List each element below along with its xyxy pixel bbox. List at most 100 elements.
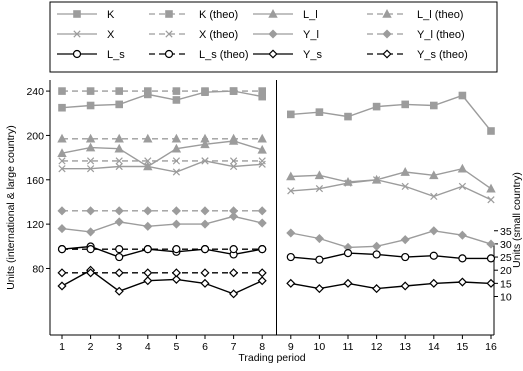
y-right-tick-label: 35 xyxy=(500,226,512,238)
series-x xyxy=(58,157,495,204)
data-point xyxy=(372,241,382,251)
series-l-l-theo xyxy=(57,133,267,143)
data-point xyxy=(458,254,467,263)
series-line xyxy=(290,167,492,190)
data-point xyxy=(114,206,124,216)
series-line xyxy=(290,281,492,290)
data-point xyxy=(458,91,467,100)
data-point xyxy=(171,206,181,216)
data-point xyxy=(144,87,152,95)
data-point xyxy=(258,87,267,95)
data-point xyxy=(228,133,239,143)
legend-marker-circle xyxy=(164,49,174,59)
y-right-tick-label: 30 xyxy=(500,239,512,251)
data-point xyxy=(143,221,153,231)
data-point xyxy=(429,226,439,236)
data-point xyxy=(58,87,66,95)
data-point xyxy=(314,170,325,180)
data-point xyxy=(200,219,210,229)
data-point xyxy=(257,268,267,278)
data-point xyxy=(314,233,324,244)
data-point xyxy=(86,87,95,95)
data-point xyxy=(86,157,95,165)
x-tick-label: 1 xyxy=(59,341,65,353)
data-point xyxy=(171,268,181,278)
data-point xyxy=(400,281,410,291)
data-point xyxy=(86,101,95,110)
y-right-axis-label: Units (small country) xyxy=(511,172,523,268)
data-point xyxy=(57,206,67,216)
data-point xyxy=(58,103,66,112)
data-point xyxy=(85,133,96,143)
data-point xyxy=(115,252,124,262)
series-y-l-theo xyxy=(57,206,267,216)
legend-item-l-l-theo: L_l (theo) xyxy=(367,9,463,21)
data-point xyxy=(115,157,123,165)
legend: K K (theo) L_l L_l (theo) X X (theo) Y_l Y_l (t… xyxy=(49,1,498,73)
data-point xyxy=(57,133,67,143)
data-point xyxy=(258,245,267,254)
series-line xyxy=(290,179,492,201)
data-point xyxy=(257,144,267,154)
data-point xyxy=(144,157,152,165)
series-k-theo xyxy=(58,87,267,95)
data-point xyxy=(229,245,238,254)
data-point xyxy=(257,276,267,286)
data-point xyxy=(286,228,296,238)
data-point xyxy=(115,100,124,109)
series-line xyxy=(290,252,491,261)
data-point xyxy=(315,108,324,116)
data-point xyxy=(114,143,124,153)
data-point xyxy=(229,162,238,171)
data-point xyxy=(343,278,353,288)
legend-marker-triangle xyxy=(268,9,278,18)
data-point xyxy=(287,187,295,195)
data-point xyxy=(486,239,496,249)
data-point xyxy=(115,245,124,254)
data-point xyxy=(457,163,468,173)
series-y-s-theo xyxy=(57,268,267,278)
legend-label: K (theo) xyxy=(199,9,238,21)
data-point xyxy=(457,230,467,240)
data-point xyxy=(172,87,181,95)
series-line xyxy=(61,90,263,109)
data-point xyxy=(429,251,438,260)
data-point xyxy=(200,206,210,216)
data-point xyxy=(200,139,210,149)
legend-marker-diamond xyxy=(268,29,278,39)
series-line xyxy=(290,94,492,132)
legend-marker-diamond xyxy=(382,29,392,39)
legend-item-y-l-theo: Y_l (theo) xyxy=(367,29,465,41)
data-point xyxy=(86,206,96,216)
series-y-l xyxy=(57,211,496,252)
data-point xyxy=(229,157,238,165)
series-line xyxy=(61,245,263,258)
y-right-tick-label: 10 xyxy=(500,292,512,304)
data-point xyxy=(86,165,95,173)
data-point xyxy=(400,167,410,176)
data-point xyxy=(401,252,410,262)
x-tick-label: 16 xyxy=(485,341,497,353)
data-point xyxy=(200,268,210,278)
legend-marker-square xyxy=(165,10,173,18)
data-point xyxy=(343,249,353,258)
data-point xyxy=(86,227,96,237)
x-tick-label: 6 xyxy=(202,341,208,353)
x-tick-label: 9 xyxy=(288,341,294,353)
x-tick-label: 4 xyxy=(145,341,151,353)
data-point xyxy=(86,245,95,254)
legend-marker-x xyxy=(165,30,173,38)
data-point xyxy=(430,192,438,201)
data-point xyxy=(257,206,267,216)
data-point xyxy=(143,245,152,254)
legend-item-x: X xyxy=(57,29,115,41)
data-point xyxy=(401,100,410,109)
x-tick-label: 14 xyxy=(428,341,440,353)
legend-label: L_l xyxy=(303,9,318,21)
data-point xyxy=(286,252,295,262)
data-point xyxy=(143,133,153,143)
legend-label: L_s xyxy=(107,49,125,61)
data-point xyxy=(114,268,124,278)
legend-marker-diamond xyxy=(382,49,392,59)
